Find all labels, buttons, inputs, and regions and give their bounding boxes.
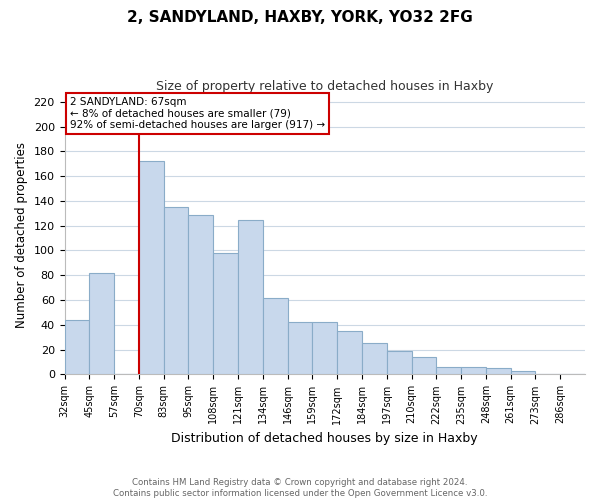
Text: Contains HM Land Registry data © Crown copyright and database right 2024.
Contai: Contains HM Land Registry data © Crown c… xyxy=(113,478,487,498)
Text: 2, SANDYLAND, HAXBY, YORK, YO32 2FG: 2, SANDYLAND, HAXBY, YORK, YO32 2FG xyxy=(127,10,473,25)
Bar xyxy=(412,357,436,374)
Bar xyxy=(313,322,337,374)
Bar xyxy=(436,367,461,374)
Bar xyxy=(511,370,535,374)
Bar xyxy=(263,298,287,374)
X-axis label: Distribution of detached houses by size in Haxby: Distribution of detached houses by size … xyxy=(172,432,478,445)
Title: Size of property relative to detached houses in Haxby: Size of property relative to detached ho… xyxy=(156,80,493,93)
Bar xyxy=(65,320,89,374)
Bar xyxy=(213,253,238,374)
Bar xyxy=(486,368,511,374)
Y-axis label: Number of detached properties: Number of detached properties xyxy=(15,142,28,328)
Bar xyxy=(461,367,486,374)
Bar xyxy=(139,161,164,374)
Bar xyxy=(188,214,213,374)
Bar xyxy=(238,220,263,374)
Bar xyxy=(362,344,387,374)
Bar xyxy=(337,331,362,374)
Bar xyxy=(287,322,313,374)
Bar xyxy=(164,207,188,374)
Text: 2 SANDYLAND: 67sqm
← 8% of detached houses are smaller (79)
92% of semi-detached: 2 SANDYLAND: 67sqm ← 8% of detached hous… xyxy=(70,97,325,130)
Bar xyxy=(89,273,114,374)
Bar xyxy=(387,351,412,374)
